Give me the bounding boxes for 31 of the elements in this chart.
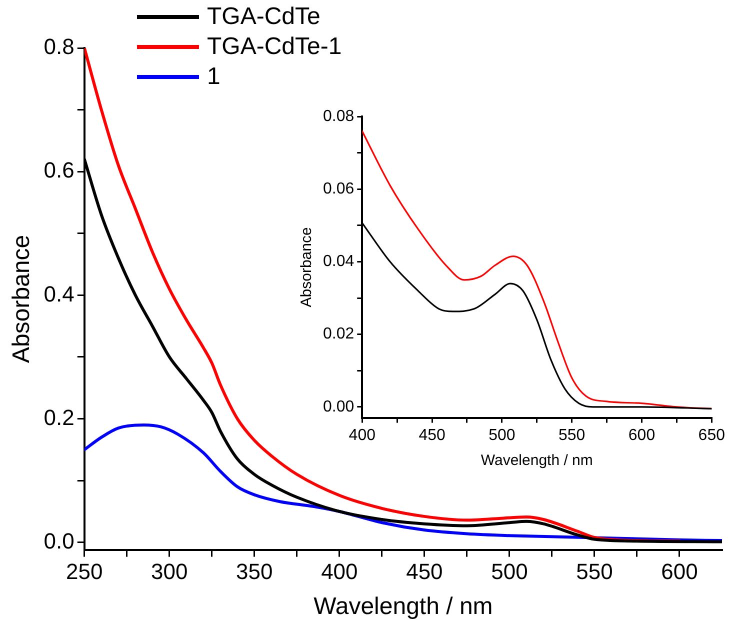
y-axis-title: Absorbance	[298, 227, 316, 308]
y-tick-label: 0.4	[44, 281, 74, 306]
legend-label: 1	[207, 62, 220, 92]
x-tick-label: 550	[558, 426, 586, 444]
y-tick-label: 0.04	[323, 253, 354, 270]
x-tick-label: 600	[661, 559, 698, 584]
y-tick-label: 0.06	[323, 180, 354, 198]
y-tick-label: 0.02	[323, 326, 354, 343]
x-tick-label: 350	[236, 559, 273, 584]
x-tick-label: 450	[418, 426, 446, 444]
x-tick-label: 600	[628, 426, 656, 444]
x-tick-label: 450	[406, 559, 443, 584]
legend-label: TGA-CdTe	[207, 2, 320, 32]
x-tick-label: 400	[348, 426, 376, 444]
y-tick-label: 0.08	[323, 108, 354, 126]
y-tick-label: 0.2	[44, 404, 74, 430]
legend-label: TGA-CdTe-1	[207, 32, 342, 62]
x-tick-label: 400	[321, 559, 358, 584]
x-tick-label: 300	[151, 559, 188, 584]
x-tick-label: 650	[698, 426, 726, 444]
x-tick-label: 250	[66, 559, 103, 584]
x-tick-label: 500	[488, 426, 516, 444]
y-tick-label: 0.00	[323, 398, 354, 416]
y-tick-label: 0.6	[44, 158, 74, 183]
y-tick-label: 0.8	[44, 34, 74, 60]
x-tick-label: 500	[491, 559, 528, 584]
y-tick-label: 0.0	[44, 528, 74, 554]
x-axis-title: Wavelength / nm	[480, 452, 593, 470]
y-axis-title: Absorbance	[8, 234, 36, 363]
x-axis-title: Wavelength / nm	[314, 593, 493, 620]
x-tick-label: 550	[576, 559, 613, 584]
